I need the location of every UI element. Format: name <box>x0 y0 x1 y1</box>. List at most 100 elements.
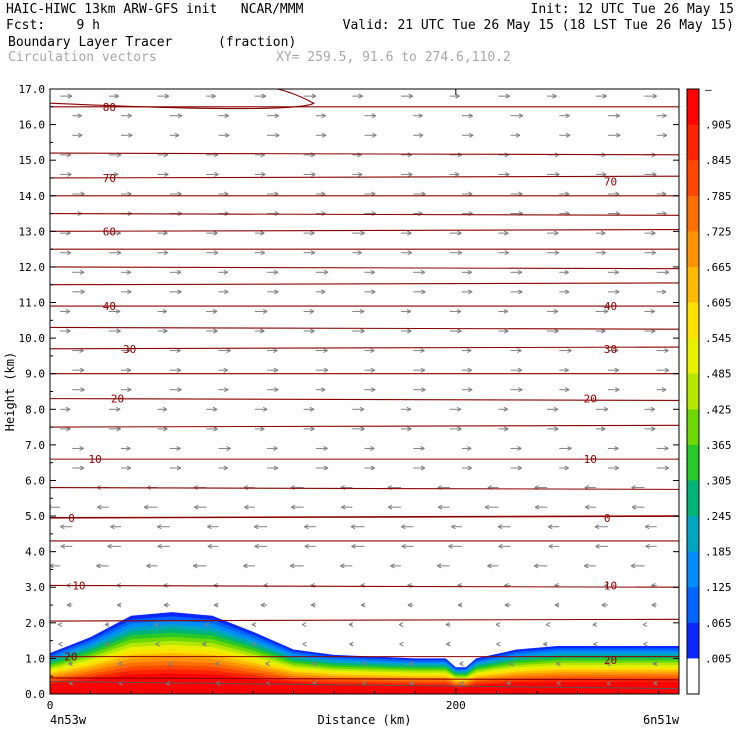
vector-arrowhead <box>564 269 569 275</box>
colorbar-swatch <box>687 551 699 588</box>
vector-arrowhead <box>592 622 598 628</box>
contour-label: 0 <box>604 512 611 525</box>
y-tick-label: 15.0 <box>19 154 46 167</box>
vector-arrowhead <box>643 641 648 647</box>
vector-arrowhead <box>310 328 315 334</box>
vector-arrowhead <box>459 661 464 667</box>
vector-arrowhead <box>274 113 280 119</box>
vector-arrowhead <box>177 387 182 393</box>
vector-arrowhead <box>79 465 85 471</box>
vector-arrowhead <box>273 445 278 451</box>
vector-arrowhead <box>50 504 52 510</box>
colorbar-label: .125 <box>705 581 732 594</box>
vector-arrowhead <box>630 563 636 569</box>
vector-arrowhead <box>664 269 670 275</box>
vector-arrowhead <box>68 661 73 667</box>
vector-arrowhead <box>548 524 553 530</box>
vector-arrowhead <box>323 367 329 373</box>
vector-arrowhead <box>215 661 220 667</box>
vector-arrowhead <box>370 445 375 451</box>
vector-arrowhead <box>631 504 637 510</box>
vector-arrowhead <box>468 132 474 138</box>
vector-arrowhead <box>556 661 561 667</box>
vector-arrowhead <box>323 445 328 451</box>
vector-arrowhead <box>168 661 173 667</box>
vector-arrowhead <box>176 269 182 275</box>
vector-arrowhead <box>212 308 218 314</box>
vector-arrowhead <box>567 445 572 451</box>
vector-arrowhead <box>302 641 307 647</box>
contour-label: 10 <box>72 579 85 592</box>
vector-arrowhead <box>567 348 572 354</box>
vector-arrowhead <box>310 602 316 608</box>
vector-arrowhead <box>545 622 551 628</box>
temperature-contour <box>50 282 679 286</box>
temperature-contour <box>50 229 679 232</box>
colorbar-label: .305 <box>705 474 732 487</box>
xy-range: XY= 259.5, 91.6 to 274.6,110.2 <box>276 50 511 65</box>
contour-label: 60 <box>103 225 116 238</box>
vector-arrowhead <box>320 289 326 295</box>
vector-arrowhead <box>80 387 85 393</box>
vector-arrowhead <box>58 622 63 628</box>
vector-arrowhead <box>359 308 365 314</box>
vector-arrowhead <box>146 563 151 569</box>
vector-arrowhead <box>304 524 309 530</box>
vector-arrowhead <box>600 426 606 432</box>
colorbar-swatch <box>687 338 699 375</box>
vector-arrowhead <box>273 465 279 471</box>
vector-arrowhead <box>273 269 279 275</box>
vector-arrowhead <box>407 328 412 334</box>
vector-arrowhead <box>515 132 521 138</box>
vector-arrowhead <box>407 602 413 608</box>
vector-arrowhead <box>595 543 600 549</box>
vector-arrowhead <box>409 661 414 667</box>
contour-label: 80 <box>103 101 116 114</box>
vector-arrowhead <box>262 308 268 314</box>
vector-arrowhead <box>60 543 66 549</box>
vector-arrowhead <box>66 602 72 608</box>
contour-label: 10 <box>89 453 102 466</box>
vector-arrowhead <box>223 465 228 471</box>
vector-arrowhead <box>600 230 606 236</box>
vector-arrowhead <box>65 308 71 314</box>
vector-arrowhead <box>556 680 562 686</box>
vector-arrowhead <box>504 230 509 236</box>
vector-arrowhead <box>321 132 327 138</box>
contour-label: 20 <box>111 393 124 406</box>
vector-arrowhead <box>651 426 656 432</box>
temperature-contour <box>50 326 679 330</box>
vector-arrowhead <box>420 445 425 451</box>
vector-arrowhead <box>66 250 72 256</box>
vector-arrowhead <box>554 602 560 608</box>
vector-arrowhead <box>504 171 510 177</box>
temperature-contour <box>50 266 679 270</box>
vector-arrowhead <box>615 289 620 295</box>
vector-arrowhead <box>518 113 524 119</box>
vector-arrowhead <box>467 269 472 275</box>
colorbar-swatch <box>687 409 699 446</box>
vector-arrowhead <box>565 113 570 119</box>
vector-arrowhead <box>468 113 473 119</box>
vector-arrowhead <box>457 230 462 236</box>
vector-arrowhead <box>467 289 473 295</box>
vector-arrowhead <box>213 328 218 334</box>
vector-arrowhead <box>652 93 657 99</box>
y-axis-label: Height (km) <box>3 352 17 431</box>
colorbar-label: .485 <box>705 368 732 381</box>
vector-arrowhead <box>115 308 121 314</box>
vector-arrowhead <box>437 504 443 510</box>
vector-arrowhead <box>211 93 216 99</box>
colorbar-label: – <box>705 83 712 96</box>
vector-arrowhead <box>370 465 376 471</box>
vector-arrowhead <box>67 171 72 177</box>
vector-arrowhead <box>176 367 182 373</box>
vector-arrowhead <box>565 132 571 138</box>
vector-arrowhead <box>321 113 326 119</box>
vector-arrowhead <box>207 543 213 549</box>
x-axis-label: Distance (km) <box>318 713 412 727</box>
y-tick-label: 4.0 <box>25 546 45 559</box>
vector-arrowhead <box>467 348 472 354</box>
vector-arrowhead <box>274 289 279 295</box>
vector-arrowhead <box>66 328 71 334</box>
